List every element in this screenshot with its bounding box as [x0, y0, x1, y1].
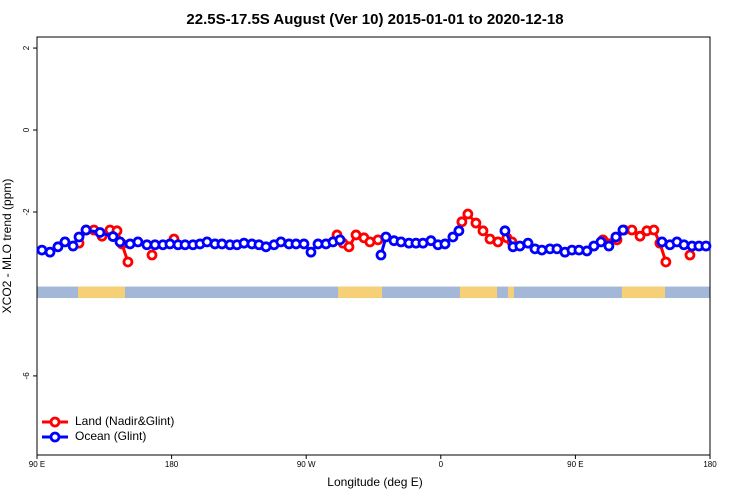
chart-title: 22.5S-17.5S August (Ver 10) 2015-01-01 t…: [186, 11, 563, 28]
data-point: [114, 236, 126, 248]
data-point: [499, 225, 511, 237]
data-point: [73, 231, 85, 243]
x-tick-label: 90 W: [297, 460, 316, 469]
y-tick-label: 0: [22, 127, 31, 132]
y-axis-label: XCO2 - MLO trend (ppm): [0, 179, 14, 314]
data-point: [522, 237, 534, 249]
data-point: [617, 224, 629, 236]
x-axis-label: Longitude (deg E): [327, 475, 422, 489]
data-point: [603, 240, 615, 252]
data-point: [298, 238, 310, 250]
x-tick-label: 180: [703, 460, 717, 469]
data-point: [610, 231, 622, 243]
data-point: [660, 256, 672, 268]
x-tick-label: 180: [165, 460, 179, 469]
data-point: [44, 246, 56, 258]
data-point: [648, 224, 660, 236]
y-tick-label: -2: [22, 208, 31, 216]
x-tick-label: 0: [439, 460, 444, 469]
land-band: [338, 286, 383, 299]
data-point: [343, 241, 355, 253]
legend-label: Land (Nadir&Glint): [75, 414, 174, 428]
data-point: [94, 227, 106, 238]
data-point: [132, 236, 144, 248]
data-point: [107, 231, 119, 242]
data-point: [581, 245, 593, 257]
data-point: [470, 217, 482, 229]
data-point: [634, 230, 646, 242]
data-point: [52, 241, 64, 253]
data-point: [462, 208, 474, 220]
x-tick-label: 90 E: [29, 460, 45, 469]
land-band: [507, 286, 514, 299]
legend-marker: [49, 431, 61, 443]
data-point: [146, 249, 158, 261]
y-tick-label: -6: [22, 372, 31, 380]
data-point: [59, 236, 71, 248]
data-point: [477, 225, 489, 237]
data-point: [375, 249, 387, 261]
legend-marker: [49, 416, 61, 428]
data-point: [536, 244, 548, 256]
data-point: [122, 256, 134, 268]
data-point: [305, 246, 317, 258]
data-point: [80, 224, 92, 236]
data-point: [684, 249, 696, 261]
y-tick-label: 2: [22, 45, 31, 50]
data-point: [626, 224, 638, 236]
data-point: [439, 238, 451, 250]
x-tick-label: 90 E: [567, 460, 583, 469]
data-point: [456, 216, 468, 228]
data-point: [678, 239, 690, 251]
data-point: [595, 236, 607, 248]
data-point: [453, 225, 465, 237]
data-point: [67, 240, 79, 252]
data-point: [700, 240, 712, 252]
data-point: [447, 231, 459, 243]
land-band: [77, 286, 125, 299]
land-band: [459, 286, 498, 299]
land-band: [621, 286, 665, 299]
data-point: [334, 234, 346, 246]
data-point: [380, 231, 392, 243]
data-point: [492, 236, 504, 248]
legend-label: Ocean (Glint): [75, 429, 146, 443]
